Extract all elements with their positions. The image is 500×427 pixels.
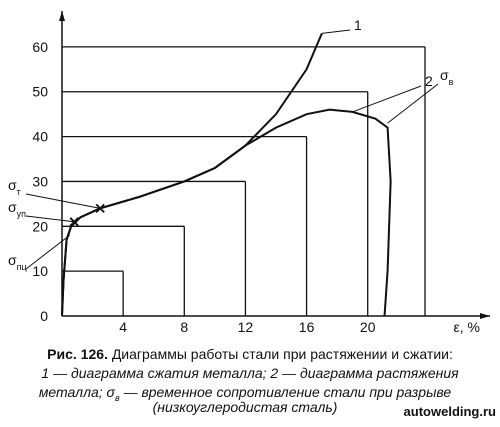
caption-text: Диаграммы работы стали при растяжении и …	[112, 346, 453, 362]
annotation: σв	[440, 67, 454, 87]
y-tick-label: 10	[32, 263, 48, 279]
y-tick-label: 0	[40, 308, 48, 324]
annotation-symbol: σ	[440, 67, 449, 83]
caption-line: 1 — диаграмма сжатия металла; 2 — диагра…	[41, 365, 459, 381]
annotation-symbol: σ	[8, 252, 17, 268]
watermark: autowelding.ru	[404, 404, 497, 419]
leader-line	[25, 234, 70, 270]
x-tick-label: 16	[299, 319, 315, 335]
y-tick-label: 50	[32, 84, 48, 100]
annotation: σпц	[8, 252, 27, 272]
caption-sub: в	[115, 393, 120, 403]
caption-line: (низкоуглеродистая сталь)	[153, 399, 338, 415]
caption-part: — временное сопротивление стали при разр…	[120, 384, 452, 400]
y-arrow	[59, 11, 65, 21]
x-tick-label: 8	[180, 319, 188, 335]
annotation: σуп	[8, 199, 26, 219]
curve	[61, 33, 323, 317]
annotation-sub: пц	[17, 262, 27, 272]
y-tick-label: 60	[32, 39, 48, 55]
curve	[61, 108, 392, 317]
x-tick-label: 20	[360, 319, 376, 335]
caption-label: Рис. 126.	[47, 346, 108, 362]
annotation-sub: уп	[17, 209, 27, 219]
annotation-symbol: σ	[8, 199, 17, 215]
cross	[69, 217, 79, 227]
x-arrow	[480, 313, 490, 319]
x-tick-label: 4	[119, 319, 127, 335]
annotation-sub: т	[17, 187, 21, 197]
legend-label: 2	[425, 73, 433, 89]
caption-line: Рис. 126. Диаграммы работы стали при рас…	[47, 346, 453, 362]
leader-line	[387, 83, 439, 124]
leader-line	[321, 29, 351, 34]
y-tick-label: 40	[32, 129, 48, 145]
caption-part: металла; σ	[39, 384, 116, 400]
leader-line	[25, 193, 101, 209]
x-axis-label: ε, %	[454, 319, 480, 335]
caption-line: металла; σв — временное сопротивление ст…	[39, 384, 452, 403]
y-tick-label: 20	[32, 218, 48, 234]
legend-label: 1	[354, 17, 362, 33]
annotation-symbol: σ	[8, 177, 17, 193]
y-tick-label: 30	[32, 173, 48, 189]
annotation-sub: в	[449, 77, 454, 87]
annotation: σт	[8, 177, 21, 197]
x-tick-label: 12	[238, 319, 254, 335]
leader-line	[25, 215, 75, 223]
leader-line	[352, 85, 422, 113]
